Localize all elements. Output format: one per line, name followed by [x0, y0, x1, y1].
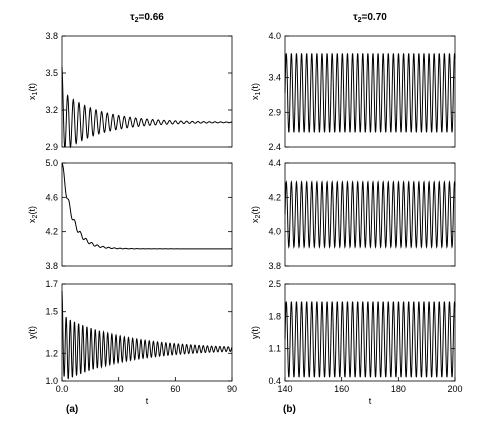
- y-tick-label: 1.1: [268, 344, 281, 354]
- subplot-2: 5.0 4.6 4.2 3.8 x2(t): [27, 158, 233, 271]
- y-tick-label: 5.0: [45, 158, 58, 168]
- y-tick-label: 1.2: [45, 348, 58, 358]
- y-tick-label: 1.8: [268, 311, 281, 321]
- series-line: [284, 301, 456, 378]
- y-axis-label: y(t): [27, 326, 37, 339]
- y-tick-label: 2.5: [268, 279, 281, 289]
- y-tick-label: 1.5: [45, 307, 58, 317]
- subplot-4: 4.0 3.4 2.9 2.4 x1(t) τ2=0.70: [250, 12, 456, 152]
- series-line: [61, 66, 233, 149]
- panel-label-a: (a): [66, 404, 78, 415]
- plot-frame: [61, 162, 233, 267]
- x-axis-label: t: [369, 396, 372, 406]
- y-tick-label: 3.5: [45, 68, 58, 78]
- series-line: [284, 53, 456, 133]
- y-axis-label: x1(t): [250, 83, 262, 100]
- y-tick-label: 4.0: [268, 31, 281, 41]
- x-tick-label: 30: [114, 384, 124, 394]
- subplot-5: 4.4 4.2 4.0 3.8 x2(t): [250, 158, 456, 271]
- y-tick-label: 3.8: [45, 31, 58, 41]
- series-line: [284, 180, 456, 249]
- y-axis-label: x2(t): [27, 206, 39, 223]
- y-axis-label: y(t): [250, 326, 260, 339]
- x-tick-label: 140: [277, 384, 292, 394]
- x-axis-label: t: [146, 396, 149, 406]
- series-line: [61, 162, 232, 250]
- y-axis-label: x1(t): [27, 83, 39, 100]
- x-tick-label: 200: [447, 384, 462, 394]
- subplot-1: 3.8 3.5 3.2 2.9 x1(t) τ2=0.66: [27, 12, 233, 152]
- plot-frame: [61, 283, 233, 382]
- x-tick-label: 180: [391, 384, 406, 394]
- subplot-3: 1.7 1.5 1.2 1.00.0 30 60 90 t y(t): [27, 279, 237, 406]
- x-tick-label: 160: [334, 384, 349, 394]
- x-tick-label: 60: [170, 384, 180, 394]
- y-axis-label: x2(t): [250, 206, 262, 223]
- y-tick-label: 4.4: [268, 158, 281, 168]
- y-tick-label: 4.2: [45, 227, 58, 237]
- y-tick-label: 3.2: [45, 105, 58, 115]
- subplot-title: τ2=0.66: [130, 12, 164, 24]
- y-tick-label: 4.6: [45, 192, 58, 202]
- chart-layer: 3.8 3.5 3.2 2.9 x1(t) τ2=0.66 5.0 4.6 4.2 3.8 x2(t…: [27, 12, 463, 406]
- y-tick-label: 2.9: [45, 142, 58, 152]
- y-tick-label: 4.2: [268, 192, 281, 202]
- y-tick-label: 4.0: [268, 227, 281, 237]
- y-tick-label: 0.4: [268, 376, 281, 386]
- plot-frame: [61, 35, 233, 148]
- y-tick-label: 3.4: [268, 73, 281, 83]
- y-tick-label: 3.8: [45, 261, 58, 271]
- y-tick-label: 1.7: [45, 279, 58, 289]
- subplot-title: τ2=0.70: [353, 12, 387, 24]
- series-line: [61, 290, 233, 380]
- y-tick-label: 2.9: [268, 107, 281, 117]
- x-tick-label: 90: [227, 384, 237, 394]
- y-tick-label: 3.8: [268, 261, 281, 271]
- x-tick-label: 0.0: [56, 384, 69, 394]
- panel-label-b: (b): [283, 404, 296, 415]
- y-tick-label: 1.0: [45, 376, 58, 386]
- y-tick-label: 2.4: [268, 142, 281, 152]
